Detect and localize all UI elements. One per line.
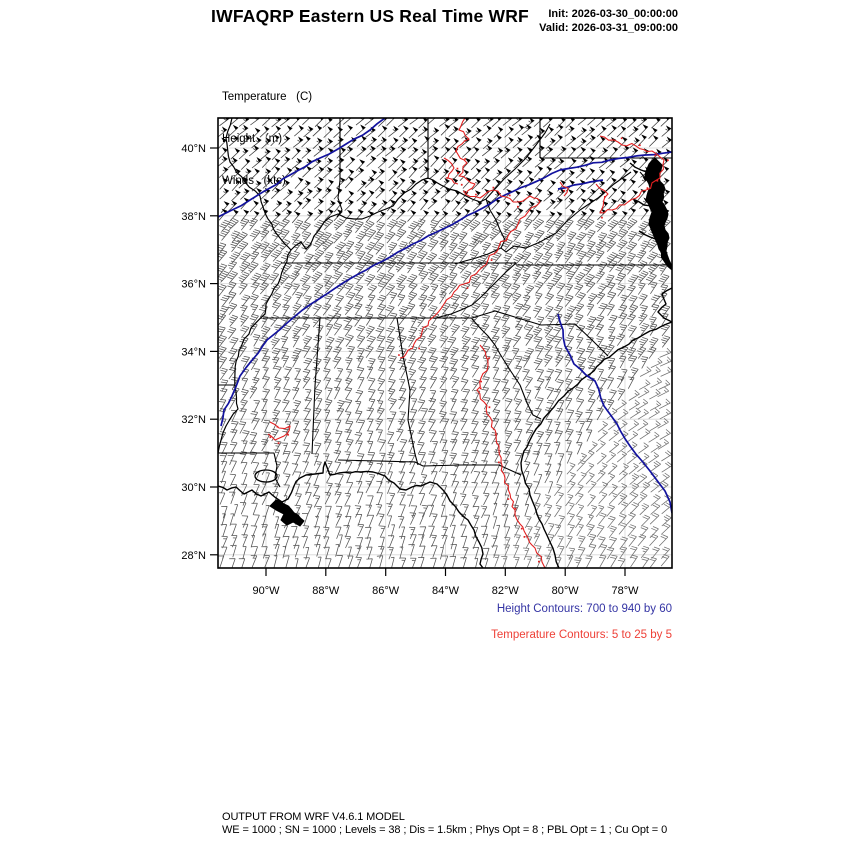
page-title: IWFAQRP Eastern US Real Time WRF (211, 6, 529, 26)
lon-tick-label: 90°W (252, 585, 280, 597)
footer-config-line: WE = 1000 ; SN = 1000 ; Levels = 38 ; Di… (222, 824, 668, 836)
lon-tick-label: 78°W (611, 585, 639, 597)
lat-tick-label: 36°N (181, 279, 206, 291)
lon-tick-label: 82°W (492, 585, 520, 597)
footer-model-line: OUTPUT FROM WRF V4.6.1 MODEL (222, 811, 405, 823)
temperature-contour-caption: Temperature Contours: 5 to 25 by 5 (491, 629, 672, 641)
run-times: Init: 2026-03-30_00:00:00 Valid: 2026-03… (510, 8, 678, 35)
lat-tick-label: 40°N (181, 143, 206, 155)
weather-map: 40°N 38°N 36°N 34°N 32°N 30°N 28°N 90°W 88°W 86°W… (181, 117, 673, 597)
height-contour-caption: Height Contours: 700 to 940 by 60 (496, 603, 672, 615)
legend-temperature: Temperature (C) (222, 91, 313, 103)
lat-tick-label: 38°N (181, 211, 206, 223)
model-footer: OUTPUT FROM WRF V4.6.1 MODEL WE = 1000 ;… (222, 811, 667, 837)
init-time: Init: 2026-03-30_00:00:00 (548, 8, 678, 20)
lon-tick-label: 84°W (432, 585, 460, 597)
lon-tick-label: 80°W (552, 585, 580, 597)
lat-tick-label: 32°N (181, 414, 206, 426)
lon-tick-label: 88°W (312, 585, 340, 597)
lat-tick-label: 34°N (181, 346, 206, 358)
lon-tick-label: 86°W (372, 585, 400, 597)
lat-tick-label: 28°N (181, 550, 206, 562)
lat-tick-label: 30°N (181, 482, 206, 494)
valid-time: Valid: 2026-03-31_09:00:00 (539, 21, 678, 34)
